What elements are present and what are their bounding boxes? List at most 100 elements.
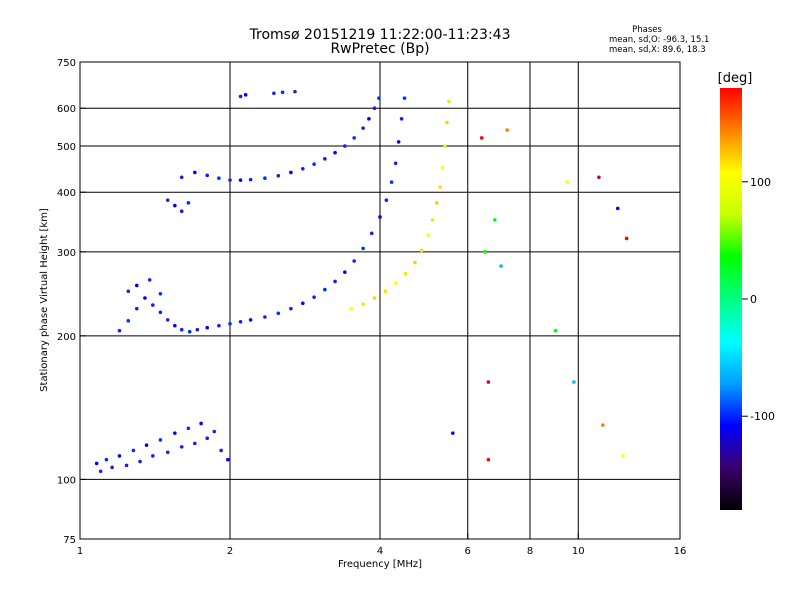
data-point	[158, 310, 163, 315]
x-tick-label: 1	[77, 546, 83, 557]
data-point	[179, 175, 184, 180]
data-point	[323, 157, 327, 161]
data-point	[434, 201, 439, 205]
data-point	[165, 450, 170, 455]
axis-ticks: 1 2 4 6 8 10 16 75 100 200 300 400 500 600 750	[57, 58, 686, 557]
data-point	[219, 448, 223, 453]
data-point	[147, 278, 152, 282]
y-tick-label: 300	[57, 248, 76, 259]
data-point	[396, 140, 401, 144]
data-point	[238, 94, 243, 99]
data-point	[134, 283, 139, 288]
data-point	[343, 144, 347, 148]
data-point	[98, 469, 103, 474]
x-tick-label: 4	[377, 546, 383, 557]
data-point	[615, 206, 620, 211]
data-point	[389, 180, 394, 184]
data-point	[312, 162, 316, 166]
data-point	[131, 448, 136, 453]
data-point	[104, 457, 109, 462]
data-point	[263, 315, 267, 319]
data-point	[443, 144, 447, 148]
data-point	[193, 441, 197, 446]
data-point	[553, 328, 558, 333]
y-tick-label: 75	[63, 535, 76, 546]
data-point	[499, 264, 503, 268]
chart-subtitle: RwPretec (Bp)	[330, 41, 429, 57]
data-point	[440, 166, 445, 170]
data-point	[289, 170, 293, 175]
data-point	[173, 203, 177, 208]
data-point	[110, 465, 114, 470]
data-point	[479, 136, 484, 140]
data-point	[248, 318, 253, 322]
data-point	[565, 180, 569, 184]
data-point	[377, 96, 381, 100]
data-point	[493, 218, 497, 222]
data-point	[179, 327, 184, 332]
colorbar-ticks: 100 0 -100	[742, 176, 775, 423]
data-point	[383, 289, 388, 294]
y-tick-label: 200	[57, 332, 76, 343]
data-point	[349, 306, 353, 311]
data-point	[187, 329, 192, 334]
data-point	[572, 380, 576, 384]
y-tick-label: 400	[57, 188, 76, 199]
data-point	[601, 423, 605, 427]
y-tick-label: 600	[57, 104, 76, 115]
data-point	[361, 246, 365, 251]
data-point	[333, 279, 337, 284]
data-point	[173, 431, 177, 435]
data-point	[445, 120, 449, 125]
data-point	[438, 185, 442, 189]
data-point	[384, 198, 389, 202]
data-point	[134, 306, 139, 311]
data-point	[361, 302, 365, 306]
data-point	[205, 173, 209, 178]
data-point	[301, 301, 305, 306]
y-tick-label: 750	[57, 58, 76, 69]
data-point	[193, 170, 197, 175]
data-point	[597, 175, 601, 180]
grid	[80, 62, 680, 539]
phases-line-o: mean, sd,O: -96.3, 15.1	[609, 35, 709, 45]
data-point	[186, 201, 191, 205]
data-point	[372, 296, 377, 300]
data-point	[393, 161, 398, 166]
data-point	[272, 91, 276, 96]
data-point	[158, 291, 163, 296]
data-point	[248, 177, 253, 182]
data-point	[301, 166, 305, 171]
data-point	[276, 311, 281, 316]
data-point	[151, 454, 155, 458]
data-point	[226, 457, 230, 462]
colorbar	[720, 88, 742, 510]
y-tick-label: 100	[57, 475, 76, 486]
data-point	[280, 90, 285, 95]
data-point	[403, 271, 408, 276]
y-tick-label: 500	[57, 142, 76, 153]
data-point	[124, 463, 129, 468]
data-point	[165, 198, 170, 202]
data-point	[505, 128, 509, 132]
data-point	[378, 215, 382, 219]
data-point	[430, 218, 435, 222]
data-point	[158, 438, 163, 442]
data-point	[393, 281, 398, 285]
data-point	[343, 270, 347, 274]
data-point	[451, 431, 455, 435]
data-point	[138, 459, 142, 464]
x-tick-label: 6	[465, 546, 471, 557]
data-point	[94, 461, 99, 466]
data-point	[276, 173, 281, 178]
data-point	[447, 99, 451, 104]
phases-line-x: mean, sd,X: 89.6, 18.3	[609, 45, 706, 55]
data-point	[217, 176, 221, 181]
data-point	[143, 296, 147, 300]
data-point	[117, 454, 122, 458]
data-point	[205, 325, 209, 330]
data-point	[399, 117, 404, 121]
data-point	[333, 150, 337, 155]
data-point	[126, 319, 131, 323]
